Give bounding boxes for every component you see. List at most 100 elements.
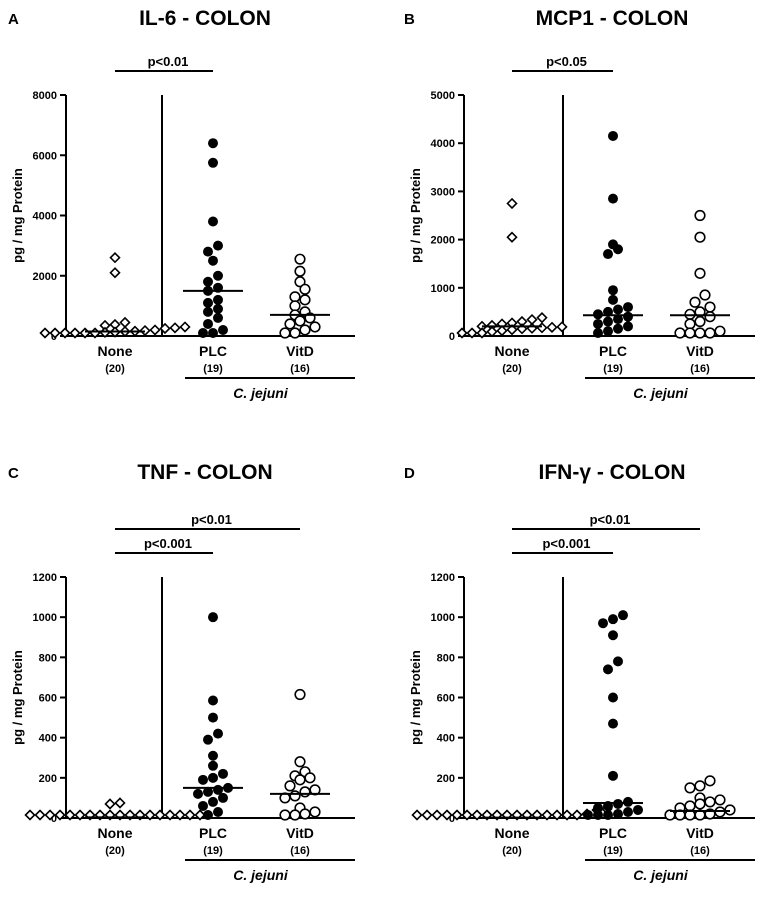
data-point-plc bbox=[608, 630, 618, 641]
data-point-vitd bbox=[294, 276, 306, 288]
data-point-plc bbox=[198, 328, 208, 338]
data-point-vitd bbox=[284, 780, 296, 792]
category-n: (20) bbox=[105, 845, 125, 857]
data-point-none bbox=[44, 809, 56, 821]
data-point-none bbox=[179, 321, 191, 333]
data-point-plc bbox=[593, 802, 603, 813]
panel-c: C TNF - COLON pg / mg Protein 0 200 400 600 800… bbox=[8, 461, 355, 883]
data-point-plc bbox=[208, 157, 218, 168]
data-point-plc bbox=[213, 303, 223, 314]
y-tick-label: 800 bbox=[437, 652, 455, 664]
y-tick-label: 200 bbox=[39, 773, 57, 785]
data-point-plc bbox=[193, 788, 203, 799]
data-point-plc bbox=[623, 806, 633, 817]
category-label: PLC bbox=[199, 343, 227, 359]
category-n: (16) bbox=[290, 363, 310, 375]
data-point-plc bbox=[198, 800, 208, 811]
category-n: (16) bbox=[290, 845, 310, 857]
data-point-none bbox=[154, 809, 166, 821]
y-tick-label: 1000 bbox=[33, 612, 57, 624]
data-point-plc bbox=[623, 311, 633, 322]
y-tick-label: 4000 bbox=[33, 211, 57, 223]
data-point-vitd bbox=[684, 800, 696, 812]
panel-letter: B bbox=[404, 11, 415, 28]
y-tick-label: 8000 bbox=[33, 90, 57, 102]
data-point-none bbox=[159, 322, 171, 335]
data-point-vitd bbox=[694, 798, 706, 810]
category-n: (20) bbox=[105, 363, 125, 375]
data-point-vitd bbox=[714, 806, 726, 818]
data-point-plc bbox=[203, 318, 213, 329]
data-point-plc bbox=[608, 294, 618, 305]
y-tick-label: 1000 bbox=[431, 283, 455, 295]
chart-title: TNF - COLON bbox=[137, 461, 272, 484]
data-point-none bbox=[169, 322, 181, 334]
data-point-plc bbox=[603, 316, 613, 327]
data-point-none bbox=[496, 325, 508, 337]
data-point-none bbox=[69, 327, 81, 339]
data-point-vitd bbox=[694, 231, 706, 243]
data-point-vitd bbox=[279, 809, 291, 821]
data-point-vitd bbox=[284, 318, 296, 330]
data-point-plc bbox=[213, 312, 223, 323]
category-label: VitD bbox=[686, 825, 714, 841]
data-point-plc bbox=[608, 130, 618, 141]
data-point-vitd bbox=[299, 786, 311, 798]
data-point-none bbox=[451, 809, 463, 821]
data-point-vitd bbox=[704, 301, 716, 313]
category-n: (20) bbox=[502, 363, 522, 375]
category-label: PLC bbox=[199, 825, 227, 841]
data-point-none bbox=[441, 809, 453, 821]
y-tick-label: 0 bbox=[449, 813, 455, 825]
significance-label: p<0.01 bbox=[148, 54, 189, 69]
data-point-none bbox=[34, 809, 46, 821]
data-point-none bbox=[114, 797, 126, 809]
data-point-vitd bbox=[289, 300, 301, 312]
data-point-plc bbox=[203, 734, 213, 745]
data-point-plc bbox=[208, 138, 218, 149]
data-point-vitd bbox=[289, 809, 301, 821]
data-point-plc bbox=[618, 610, 628, 621]
data-point-none bbox=[59, 327, 71, 339]
y-tick-label: 1000 bbox=[431, 612, 455, 624]
data-point-vitd bbox=[294, 756, 306, 768]
data-point-plc bbox=[613, 808, 623, 819]
data-point-vitd bbox=[289, 790, 301, 802]
data-point-plc bbox=[213, 806, 223, 817]
data-point-none bbox=[461, 809, 473, 821]
data-point-none bbox=[571, 809, 583, 821]
data-point-plc bbox=[208, 255, 218, 266]
group-label: C. jejuni bbox=[233, 385, 289, 401]
data-point-vitd bbox=[294, 265, 306, 277]
category-label: None bbox=[495, 343, 530, 359]
data-point-plc bbox=[608, 692, 618, 703]
category-label: PLC bbox=[599, 825, 627, 841]
data-point-plc bbox=[203, 246, 213, 257]
data-point-none bbox=[194, 809, 206, 821]
y-tick-label: 6000 bbox=[33, 150, 57, 162]
data-point-plc bbox=[208, 327, 218, 338]
y-tick-label: 2000 bbox=[33, 271, 57, 283]
category-n: (19) bbox=[603, 363, 623, 375]
data-point-plc bbox=[608, 770, 618, 781]
data-point-plc bbox=[208, 772, 218, 783]
data-point-plc bbox=[603, 326, 613, 337]
data-point-plc bbox=[213, 728, 223, 739]
panel-b: B MCP1 - COLON pg / mg Protein 0 1000 2000 300… bbox=[404, 7, 755, 401]
data-point-vitd bbox=[694, 780, 706, 792]
data-point-vitd bbox=[699, 289, 711, 301]
significance-label: p<0.01 bbox=[590, 512, 631, 527]
data-point-plc bbox=[218, 792, 228, 803]
data-point-plc bbox=[613, 656, 623, 667]
data-point-none bbox=[431, 809, 443, 821]
data-point-none bbox=[24, 809, 36, 821]
data-point-plc bbox=[208, 796, 218, 807]
data-point-plc bbox=[603, 664, 613, 675]
data-point-plc bbox=[613, 798, 623, 809]
data-point-none bbox=[476, 327, 488, 339]
data-point-none bbox=[54, 809, 66, 821]
data-point-none bbox=[541, 809, 553, 821]
data-point-vitd bbox=[714, 794, 726, 806]
